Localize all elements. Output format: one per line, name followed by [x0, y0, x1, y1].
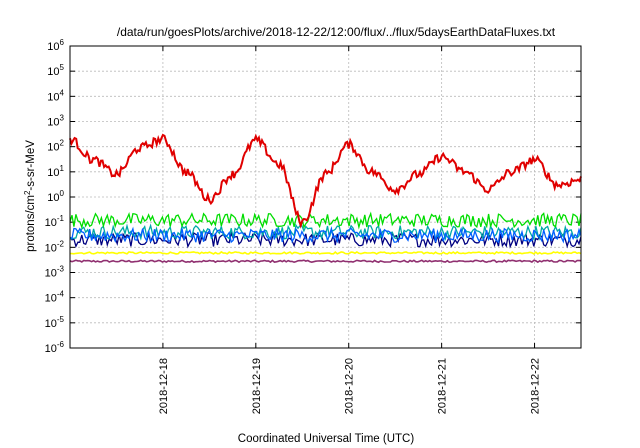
series-line [69, 226, 582, 244]
y-tick-label: 10-5 [45, 315, 65, 330]
chart-title: /data/run/goesPlots/archive/2018-12-22/1… [117, 25, 556, 39]
y-tick-base: 10 [45, 318, 57, 330]
y-tick-exponent: 3 [60, 114, 65, 123]
y-tick-label: 100 [47, 189, 64, 204]
x-axis-label: Coordinated Universal Time (UTC) [238, 433, 415, 445]
y-tick-exponent: -5 [57, 315, 65, 324]
y-axis-label: protons/cm2-s-sr-MeV [23, 140, 37, 252]
series-layer [69, 133, 582, 264]
y-tick-base: 10 [45, 343, 57, 355]
y-tick-base: 10 [47, 91, 59, 103]
grid-lines [70, 45, 581, 349]
y-tick-exponent: 0 [60, 189, 65, 198]
series-line [69, 133, 582, 229]
y-tick-base: 10 [45, 242, 57, 254]
y-tick-exponent: 2 [60, 139, 65, 148]
y-tick-label: 106 [47, 38, 64, 53]
y-tick-label: 10-2 [45, 239, 65, 254]
y-label-exponent: 2 [23, 190, 32, 195]
x-tick-label: 2018-12-22 [530, 358, 542, 414]
y-label-prefix: protons/cm [25, 195, 37, 252]
y-tick-base: 10 [45, 217, 57, 229]
y-tick-exponent: 4 [60, 88, 65, 97]
x-tick-label: 2018-12-21 [437, 358, 449, 414]
y-tick-base: 10 [47, 142, 59, 154]
y-tick-exponent: 1 [60, 164, 65, 173]
plot-frame [69, 45, 582, 349]
y-tick-label: 104 [47, 88, 64, 103]
y-tick-label: 101 [47, 164, 64, 179]
y-tick-exponent: -3 [57, 265, 65, 274]
y-tick-base: 10 [47, 192, 59, 204]
x-tick-labels: 2018-12-18 2018-12-19 2018-12-20 2018-12-21… [158, 358, 542, 414]
y-tick-label: 10-1 [45, 214, 65, 229]
y-label-suffix: -s-sr-MeV [25, 140, 37, 191]
y-tick-label: 103 [47, 114, 64, 129]
y-tick-base: 10 [47, 117, 59, 129]
series-line [69, 250, 582, 255]
y-tick-exponent: -1 [57, 214, 65, 223]
series-line [69, 259, 582, 264]
y-tick-base: 10 [45, 293, 57, 305]
y-tick-label: 102 [47, 139, 64, 154]
series-line [69, 230, 582, 249]
y-tick-label: 10-3 [45, 265, 65, 280]
y-tick-label: 105 [47, 63, 64, 78]
y-tick-exponent: 5 [60, 63, 65, 72]
y-tick-base: 10 [47, 41, 59, 53]
y-tick-label: 10-6 [45, 340, 65, 355]
y-tick-labels: 10-610-510-410-310-210-11001011021031041… [45, 38, 65, 355]
x-tick-label: 2018-12-18 [158, 358, 170, 414]
y-tick-base: 10 [47, 167, 59, 179]
y-tick-exponent: 6 [60, 38, 65, 47]
y-tick-base: 10 [47, 66, 59, 78]
y-tick-exponent: -2 [57, 239, 65, 248]
y-tick-label: 10-4 [45, 290, 65, 305]
y-tick-exponent: -6 [57, 340, 65, 349]
series-line [69, 211, 582, 230]
x-tick-label: 2018-12-19 [251, 358, 263, 414]
y-tick-exponent: -4 [57, 290, 65, 299]
y-tick-base: 10 [45, 268, 57, 280]
x-tick-label: 2018-12-20 [344, 358, 356, 414]
